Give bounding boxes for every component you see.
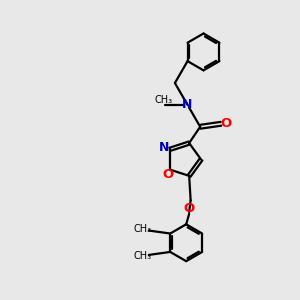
Text: N: N xyxy=(182,98,193,111)
Text: CH₃: CH₃ xyxy=(155,94,173,104)
Text: CH₃: CH₃ xyxy=(133,251,151,261)
Text: N: N xyxy=(159,141,170,154)
Text: O: O xyxy=(184,202,195,215)
Text: O: O xyxy=(163,168,174,181)
Text: O: O xyxy=(221,117,232,130)
Text: CH₃: CH₃ xyxy=(133,224,151,234)
